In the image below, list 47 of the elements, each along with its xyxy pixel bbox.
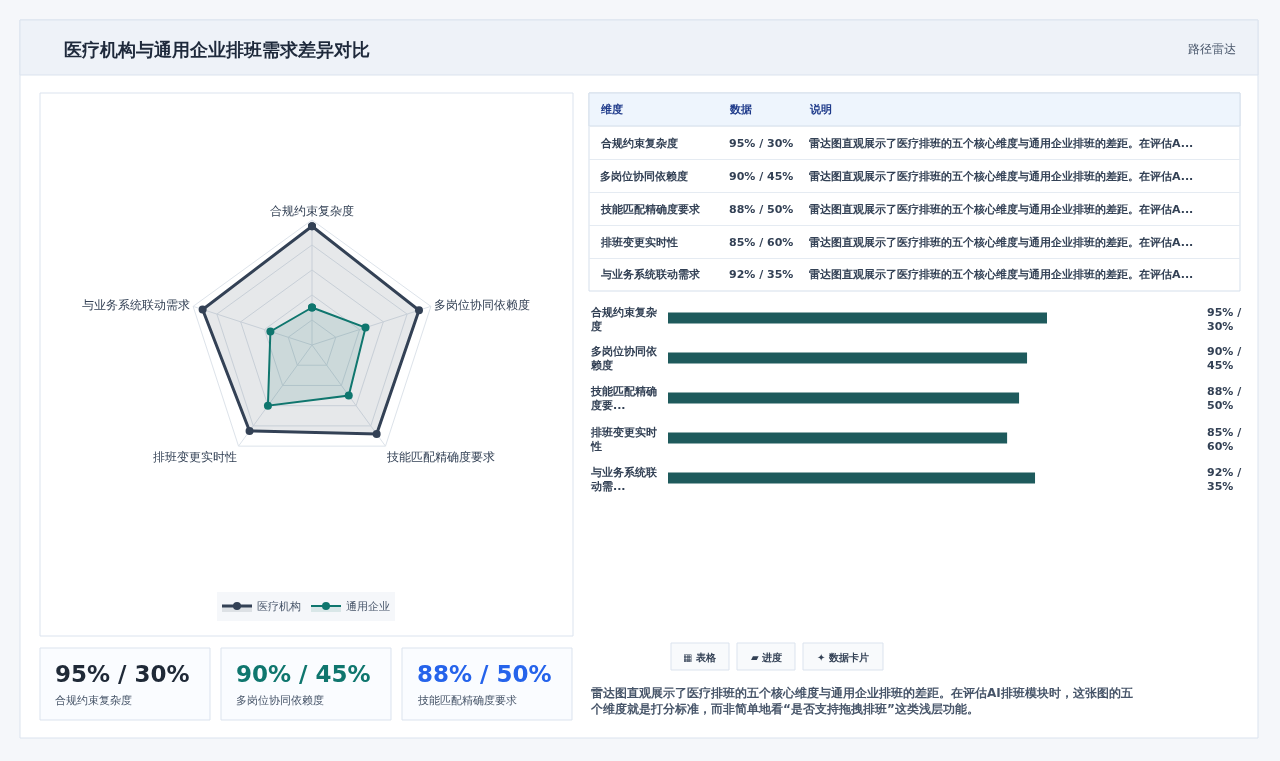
text: 雷达图直观展示了医疗排班的五个核心维度与通用企业排班的差距。在评估A... <box>809 203 1194 216</box>
text: 路径雷达 <box>1188 42 1236 56</box>
legend-label: 通用企业 <box>346 600 390 614</box>
data-label: 85% / 60% <box>1207 426 1243 454</box>
text: 雷达图直观展示了医疗排班的五个核心维度与通用企业排班的差距。在评估AI排班模块时，这张图的五个维度就是打分标准，而非简单地看“是否支持拖拽排班”这类浅层功能。 <box>590 686 1133 716</box>
text: 说明 <box>809 103 832 116</box>
text: 雷达图直观展示了医疗排班的五个核心维度与通用企业排班的差距。在评估A... <box>809 137 1194 150</box>
text: 技能匹配精确度要求 <box>600 203 701 216</box>
text: 雷达图直观展示了医疗排班的五个核心维度与通用企业排班的差距。在评估A... <box>809 268 1194 281</box>
text: 92% / 35% <box>729 268 794 281</box>
data-label: 95% / 30% <box>1207 306 1243 334</box>
text: 95% / 30% <box>729 137 794 150</box>
text: 90% / 45% <box>729 170 794 183</box>
data-label: 92% / 35% <box>1207 466 1243 494</box>
text: 90% / 45% <box>236 661 371 687</box>
legend-label: 医疗机构 <box>257 600 301 614</box>
text: 多岗位协同依赖度 <box>236 694 324 707</box>
text: 医疗机构与通用企业排班需求差异对比 <box>64 39 370 60</box>
spoke-label: 排班变更实时性 <box>152 449 237 464</box>
y-tick-label: 与业务系统联动需... <box>590 466 658 494</box>
text: ▦ 表格 <box>683 652 717 663</box>
text: 85% / 60% <box>729 236 794 249</box>
text: 维度 <box>600 103 623 116</box>
y-tick-label: 多岗位协同依赖度 <box>590 345 658 373</box>
text: 技能匹配精确度要求 <box>417 694 517 707</box>
text: 合规约束复杂度 <box>600 137 678 150</box>
spoke-label: 多岗位协同依赖度 <box>433 297 530 312</box>
y-tick-label: 排班变更实时性 <box>590 426 657 454</box>
data-label: 88% / 50% <box>1207 385 1243 413</box>
spoke-label: 与业务系统联动需求 <box>82 297 191 312</box>
y-tick-label: 技能匹配精确度要... <box>590 385 657 413</box>
data-label: 90% / 45% <box>1207 345 1243 373</box>
text: 雷达图直观展示了医疗排班的五个核心维度与通用企业排班的差距。在评估A... <box>809 170 1194 183</box>
text: 88% / 50% <box>729 203 794 216</box>
text: ▰ 进度 <box>751 652 783 663</box>
text: 合规约束复杂度 <box>55 694 132 707</box>
text: 多岗位协同依赖度 <box>600 170 688 183</box>
text: 88% / 50% <box>417 661 552 687</box>
text: 排班变更实时性 <box>600 236 678 249</box>
text: 与业务系统联动需求 <box>600 268 701 281</box>
text: 95% / 30% <box>55 661 190 687</box>
spoke-label: 技能匹配精确度要求 <box>386 449 496 464</box>
text: 数据 <box>729 103 752 116</box>
text: ✦ 数据卡片 <box>817 652 869 663</box>
text: 雷达图直观展示了医疗排班的五个核心维度与通用企业排班的差距。在评估A... <box>809 236 1194 249</box>
y-tick-label: 合规约束复杂度 <box>590 306 657 334</box>
spoke-label: 合规约束复杂度 <box>270 203 354 218</box>
